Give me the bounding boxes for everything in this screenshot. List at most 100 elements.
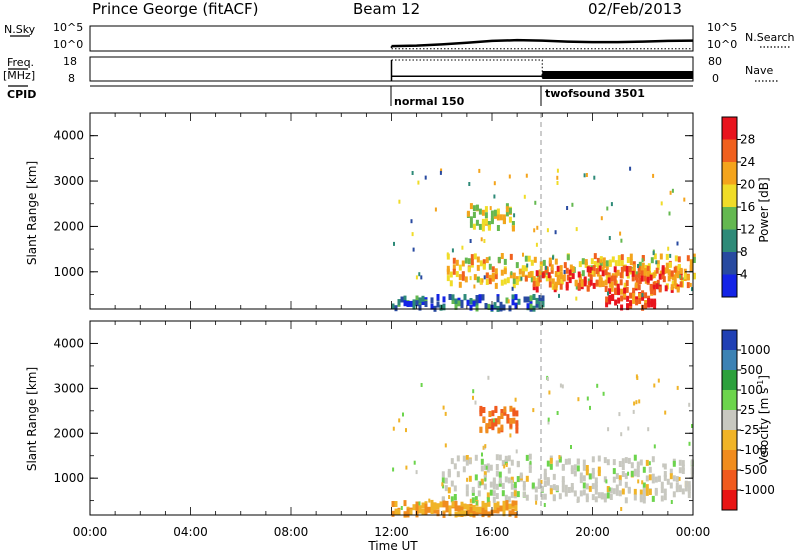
power-cell-252 [532, 281, 536, 287]
power-cell-643 [545, 265, 547, 270]
velocity-cell-183 [591, 456, 595, 463]
velocity-cell-532 [448, 495, 451, 499]
velocity-cell-513 [532, 408, 535, 413]
power-cell-664 [620, 238, 623, 243]
velocity-cell-28 [471, 497, 475, 504]
power-cell-299 [589, 273, 593, 280]
power-cell-678 [669, 253, 672, 258]
velocity-ytick-label-2: 2000 [53, 426, 84, 440]
power-cell-683 [575, 296, 578, 301]
freq-tick-bottom: 8 [68, 72, 75, 85]
power-cell-358 [646, 270, 650, 277]
velocity-cell-318 [488, 411, 492, 417]
power-cell-687 [439, 170, 442, 175]
velocity-cell-40 [480, 478, 484, 485]
power-cell-311 [598, 281, 602, 288]
power-cell-618 [600, 259, 603, 264]
power-cell-672 [534, 200, 537, 205]
velocity-cell-545 [543, 503, 546, 507]
velocity-cell-412 [454, 500, 458, 507]
freq-tick-top: 18 [63, 55, 77, 68]
power-cell-83 [533, 256, 537, 263]
velocity-cell-143 [561, 464, 565, 471]
power-cell-417 [629, 292, 633, 299]
velocity-cell-233 [633, 488, 637, 495]
velocity-cell-130 [552, 473, 556, 480]
velocity-cell-337 [500, 409, 504, 415]
power-cell-560 [487, 303, 491, 310]
velocity-cell-366 [403, 511, 407, 518]
power-cell-681 [411, 171, 414, 175]
power-cell-108 [554, 258, 558, 265]
power-cell-413 [623, 287, 627, 294]
power-cell-77 [524, 275, 528, 282]
power-cell-288 [577, 283, 581, 290]
power-cell-258 [538, 269, 542, 276]
power-cell-579 [523, 296, 527, 303]
power-cell-423 [632, 287, 636, 294]
power-cell-398 [608, 295, 612, 301]
velocity-cell-372 [412, 504, 416, 511]
velocity-cell-274 [666, 478, 670, 485]
velocity-cell-330 [494, 407, 498, 413]
power-cell-390 [679, 274, 683, 280]
power-cell-511 [415, 300, 419, 307]
velocity-cell-493 [413, 460, 416, 465]
power-cell-601 [691, 287, 693, 292]
power-cell-301 [589, 279, 593, 286]
velocity-cell-8 [447, 487, 451, 494]
power-cell-350 [640, 270, 644, 277]
power-cell-127 [581, 258, 585, 265]
power-cell-459 [478, 223, 482, 230]
velocity-cell-312 [482, 407, 486, 413]
velocity-cell-112 [537, 483, 541, 489]
velocity-cell-199 [603, 493, 607, 500]
power-cell-610 [483, 275, 486, 280]
power-cell-319 [604, 279, 608, 286]
power-cell-250 [532, 276, 536, 283]
power-cell-187 [638, 278, 642, 284]
velocity-cell-148 [564, 490, 568, 497]
power-cell-463 [481, 218, 485, 225]
power-cell-622 [619, 231, 622, 236]
velocity-cell-39 [480, 465, 484, 472]
velocity-cell-257 [651, 456, 655, 463]
velocity-cell-414 [457, 510, 461, 517]
velocity-colorbar-swatch-6 [722, 450, 737, 471]
power-cell-353 [643, 275, 647, 282]
velocity-cell-275 [669, 482, 673, 489]
velocity-cell-311 [482, 417, 486, 423]
velocity-colorbar-swatch-7 [722, 470, 737, 491]
power-cell-136 [590, 258, 594, 265]
power-cell-327 [613, 275, 617, 282]
velocity-cell-422 [463, 503, 467, 510]
velocity-cell-23 [465, 490, 469, 497]
power-cell-328 [613, 266, 617, 273]
velocity-cell-431 [472, 505, 476, 511]
velocity-cell-94 [519, 472, 523, 479]
power-cell-606 [676, 241, 679, 246]
velocity-cell-528 [605, 479, 608, 484]
velocity-cell-485 [442, 484, 445, 489]
power-cell-60 [506, 277, 510, 284]
velocity-cell-455 [493, 503, 497, 510]
velocity-cell-487 [469, 498, 472, 503]
nsky-frame [89, 25, 694, 52]
power-colorbar-swatch-5 [722, 229, 737, 253]
power-cell-31 [479, 260, 483, 267]
power-cell-588 [532, 294, 536, 300]
velocity-cell-309 [479, 410, 483, 417]
velocity-cell-96 [522, 484, 526, 491]
power-cell-11 [458, 281, 462, 288]
power-cell-10 [455, 271, 459, 278]
velocity-cell-429 [469, 506, 473, 513]
velocity-cell-304 [690, 459, 694, 466]
velocity-cell-259 [651, 477, 655, 484]
time-tick-label-0: 00:00 [73, 525, 108, 539]
power-cell-426 [635, 299, 639, 306]
velocity-cell-267 [660, 495, 664, 502]
power-cell-414 [626, 295, 630, 302]
power-cell-397 [608, 298, 612, 305]
power-cell-157 [611, 256, 615, 263]
velocity-cell-204 [609, 494, 613, 500]
